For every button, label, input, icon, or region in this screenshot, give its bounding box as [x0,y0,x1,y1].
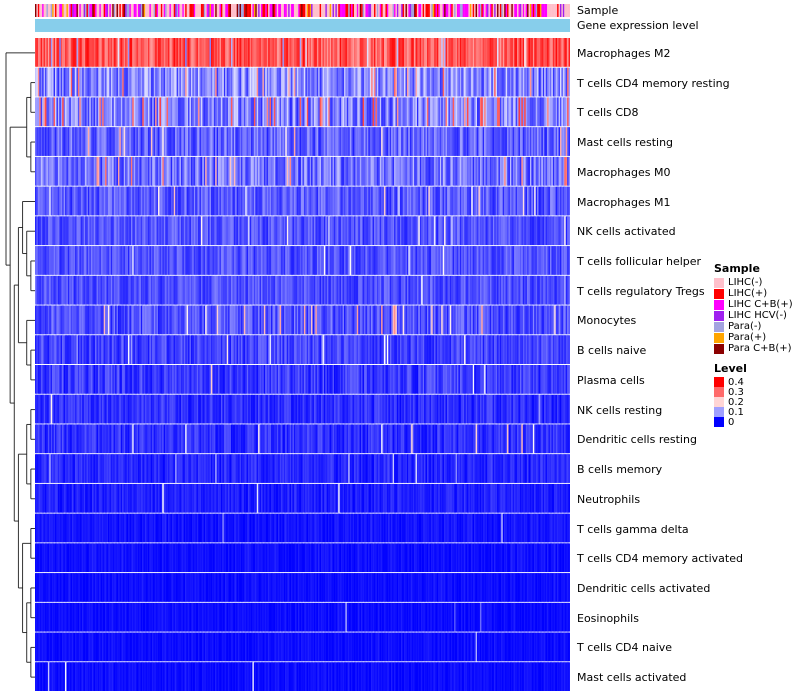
legend-item-label: LIHC(+) [728,288,768,299]
legend-item-label: Para(-) [728,321,762,332]
legend-level-item: 0.4 [714,376,793,388]
legend-color-swatch [714,288,724,299]
legend-sample-item: Para C+B(+) [714,343,793,354]
legend-color-swatch [714,299,724,310]
legend-color-swatch [714,277,724,288]
heatmap-canvas [35,38,570,692]
level-color-swatch [714,417,724,427]
row-label: T cells follicular helper [577,254,702,268]
row-label: Plasma cells [577,373,645,387]
level-tick-label: 0.4 [728,376,744,388]
level-color-swatch [714,407,724,417]
row-label: Macrophages M1 [577,195,671,209]
level-color-swatch [714,397,724,407]
level-tick-label: 0.2 [728,396,744,408]
legend-sample-items: LIHC(-) LIHC(+) LIHC C+B(+) LIHC HCV(-) Para… [714,277,793,354]
legend-level-item: 0.3 [714,386,793,398]
row-label: T cells CD8 [577,106,639,120]
row-label: Dendritic cells activated [577,581,711,595]
legend-item-label: LIHC C+B(+) [728,299,793,310]
row-label: Monocytes [577,314,637,328]
row-label: T cells CD4 memory resting [577,76,730,90]
row-label: Mast cells activated [577,671,687,685]
level-color-swatch [714,387,724,397]
gene-expression-annotation-bar [35,19,570,32]
row-label: Macrophages M2 [577,46,671,60]
row-label: Eosinophils [577,611,639,625]
legend-color-swatch [714,332,724,343]
legend-sample-item: LIHC(+) [714,288,793,299]
row-label: T cells gamma delta [577,522,689,536]
row-label: T cells CD4 memory activated [577,552,743,566]
row-label: Neutrophils [577,492,641,506]
row-label: T cells regulatory Tregs [577,284,705,298]
legend-level-items: 0.4 0.3 0.2 0.1 0 [714,376,793,428]
annotation-gene-label: Gene expression level [577,19,699,32]
sample-annotation-bar [35,4,570,17]
row-label: B cells naive [577,344,647,358]
legend: Sample LIHC(-) LIHC(+) LIHC C+B(+) LIHC HCV… [714,262,793,428]
annotation-sample-label: Sample [577,4,619,17]
legend-level-title: Level [714,362,747,375]
legend-sample-item: LIHC C+B(+) [714,299,793,310]
row-label: Mast cells resting [577,136,674,150]
row-label: Dendritic cells resting [577,433,697,447]
legend-item-label: LIHC HCV(-) [728,310,787,321]
legend-sample-item: LIHC(-) [714,277,793,288]
legend-level-item: 0 [714,416,793,428]
legend-item-label: LIHC(-) [728,277,763,288]
legend-sample-title: Sample [714,262,760,275]
legend-level-item: 0.1 [714,406,793,418]
row-label: NK cells resting [577,403,663,417]
legend-sample-item: Para(-) [714,321,793,332]
legend-sample-item: Para(+) [714,332,793,343]
level-color-swatch [714,377,724,387]
legend-level-item: 0.2 [714,396,793,408]
legend-color-swatch [714,310,724,321]
row-label: T cells CD4 naive [577,641,673,655]
level-tick-label: 0.1 [728,406,744,418]
level-tick-label: 0 [728,416,735,428]
row-dendrogram [2,38,35,692]
row-label: B cells memory [577,463,663,477]
row-label: Macrophages M0 [577,165,671,179]
level-tick-label: 0.3 [728,386,744,398]
row-label: NK cells activated [577,225,676,239]
legend-item-label: Para C+B(+) [728,343,792,354]
legend-sample-item: LIHC HCV(-) [714,310,793,321]
legend-item-label: Para(+) [728,332,767,343]
legend-color-swatch [714,321,724,332]
legend-color-swatch [714,343,724,354]
